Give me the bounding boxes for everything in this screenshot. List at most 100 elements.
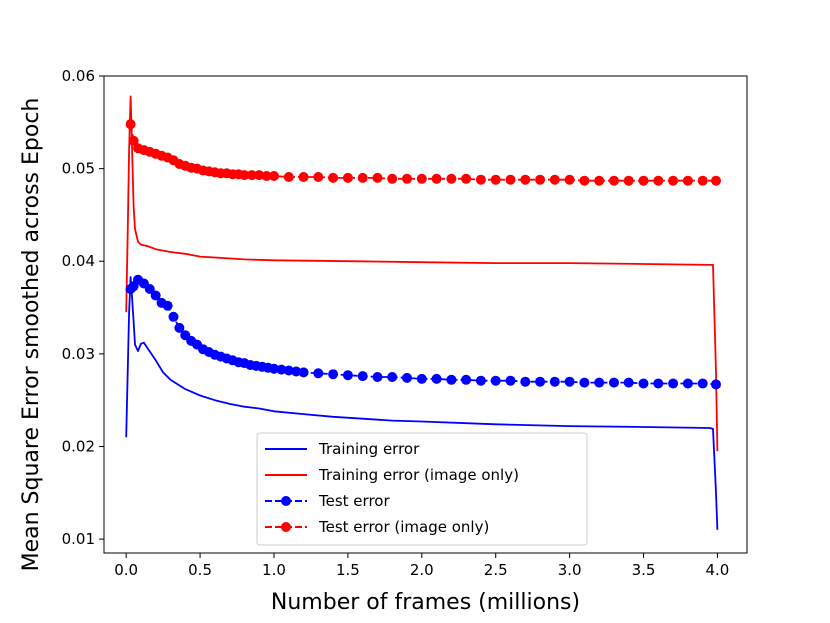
data-point <box>535 376 546 387</box>
x-tick-label: 1.0 <box>262 561 286 579</box>
data-point <box>283 172 294 182</box>
data-point <box>298 367 309 378</box>
data-point <box>549 174 560 185</box>
data-point <box>490 174 501 185</box>
x-tick-label: 0.5 <box>188 561 212 579</box>
data-point <box>328 369 339 380</box>
y-tick-label: 0.01 <box>62 530 95 548</box>
x-tick-label: 0.0 <box>114 561 138 579</box>
data-point <box>564 174 575 185</box>
data-point <box>475 375 486 386</box>
data-point <box>697 175 708 186</box>
data-point <box>128 135 139 146</box>
data-point <box>357 172 368 183</box>
x-tick-label: 4.0 <box>706 561 730 579</box>
data-point <box>653 175 664 186</box>
axes-frame <box>103 75 748 554</box>
data-point <box>298 172 309 182</box>
y-tick-label: 0.02 <box>62 437 95 455</box>
data-point <box>711 175 721 186</box>
data-point <box>623 377 634 388</box>
legend-marker <box>281 496 291 506</box>
data-point <box>387 173 398 184</box>
data-point <box>520 376 531 387</box>
data-point <box>682 378 693 389</box>
y-axis-label: Mean Square Error smoothed across Epoch <box>19 98 44 572</box>
data-point <box>313 172 324 182</box>
data-point <box>313 368 324 379</box>
data-point <box>461 173 472 184</box>
x-tick-label: 1.5 <box>336 561 360 579</box>
data-point <box>549 376 560 387</box>
data-point <box>150 290 161 301</box>
x-tick-label: 2.0 <box>410 561 434 579</box>
data-point <box>505 375 516 386</box>
x-tick-label: 3.5 <box>632 561 656 579</box>
data-point <box>490 375 501 386</box>
series-line-1 <box>125 276 719 530</box>
data-point <box>174 322 185 333</box>
series-line-3 <box>129 278 717 386</box>
data-point <box>431 173 442 184</box>
data-point <box>125 119 136 130</box>
data-point <box>446 173 457 184</box>
data-point <box>416 373 427 384</box>
data-point <box>505 174 516 185</box>
data-point <box>387 372 398 382</box>
legend-label: Training error <box>318 440 420 458</box>
x-tick-label: 3.0 <box>558 561 582 579</box>
data-point <box>609 377 619 388</box>
data-point <box>461 374 472 385</box>
data-point <box>261 171 272 181</box>
data-point <box>283 365 294 376</box>
data-point <box>668 378 679 389</box>
data-point <box>520 174 531 185</box>
y-tick-label: 0.03 <box>62 345 95 363</box>
data-point <box>594 377 605 388</box>
data-point <box>168 311 179 322</box>
data-point <box>638 175 649 186</box>
legend-label: Test error <box>318 492 390 510</box>
data-point <box>144 284 155 294</box>
data-point <box>579 377 590 388</box>
legend: Training error Training error (image only… <box>256 432 588 546</box>
y-tick-label: 0.05 <box>62 160 95 178</box>
data-point <box>623 175 634 186</box>
data-point <box>416 173 427 184</box>
legend-label: Test error (image only) <box>318 518 489 536</box>
plot-area <box>125 95 721 530</box>
data-point <box>328 172 339 183</box>
y-axis: 0.01 0.02 0.03 0.04 0.05 0.06 <box>62 67 104 548</box>
data-point <box>291 366 302 377</box>
data-point <box>579 175 590 186</box>
data-point <box>594 175 605 186</box>
data-point <box>357 371 368 382</box>
data-point <box>564 376 575 387</box>
data-point <box>402 173 412 184</box>
data-point <box>446 374 457 385</box>
data-point <box>668 175 679 186</box>
data-point <box>711 379 721 390</box>
data-point <box>609 175 619 186</box>
data-point <box>342 172 353 183</box>
data-point <box>682 175 693 186</box>
data-point <box>475 174 486 185</box>
data-point <box>269 171 279 181</box>
data-point <box>269 363 279 374</box>
data-point <box>402 372 412 383</box>
data-point <box>372 172 383 183</box>
legend-box <box>256 432 588 546</box>
data-point <box>372 372 383 382</box>
data-point <box>276 364 287 375</box>
data-point <box>239 170 250 181</box>
data-point <box>162 300 173 311</box>
data-point <box>653 378 664 389</box>
legend-label: Training error (image only) <box>318 466 519 484</box>
data-point <box>246 170 257 181</box>
x-axis-label: Number of frames (millions) <box>271 590 580 615</box>
data-point <box>638 378 649 389</box>
legend-marker <box>281 522 291 532</box>
data-point <box>535 174 546 185</box>
x-axis: 0.0 0.5 1.0 1.5 2.0 2.5 3.0 3.5 4.0 <box>114 553 729 579</box>
